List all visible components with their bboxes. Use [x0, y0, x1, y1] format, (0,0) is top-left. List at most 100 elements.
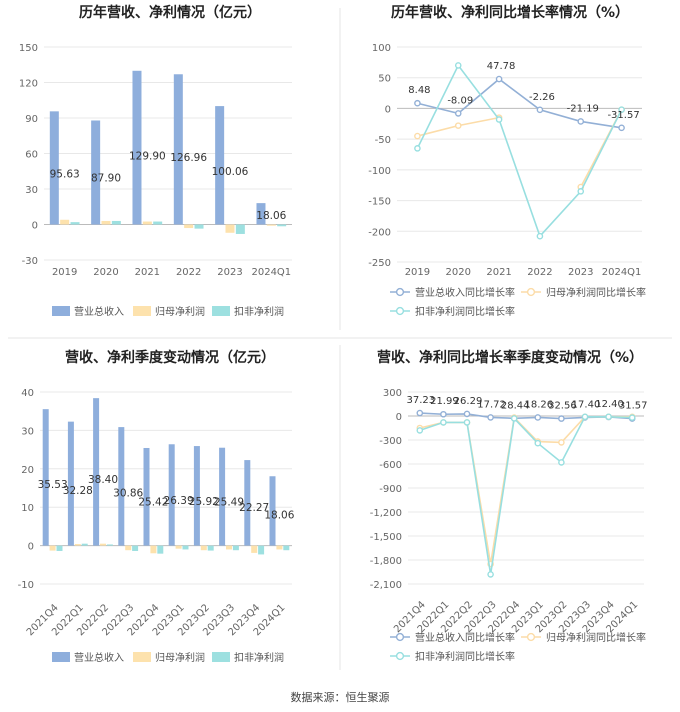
- chart-title: 历年营收、净利同比增长率情况（%）: [391, 4, 629, 21]
- bar-1: [219, 447, 226, 546]
- x-tick-label: 2024Q1: [251, 267, 291, 278]
- series-point-1: [440, 410, 447, 418]
- data-label: 12.40: [595, 399, 624, 410]
- legend-label: 营业总收入同比增长率: [415, 286, 515, 299]
- data-source-note: 数据来源：恒生聚源: [290, 691, 390, 704]
- bar-3: [81, 543, 88, 546]
- legend-label: 扣非净利润: [234, 651, 284, 664]
- data-label: 26.29: [454, 396, 483, 407]
- bar-2: [266, 224, 276, 226]
- series-point-3: [440, 419, 447, 426]
- y-tick-label: 120: [19, 79, 38, 90]
- series-point-1: [618, 124, 625, 132]
- bar-3: [111, 220, 121, 225]
- y-tick-label: -1,800: [370, 556, 402, 567]
- y-tick-label: -200: [368, 227, 391, 238]
- y-tick-label: -1,200: [370, 508, 402, 519]
- y-tick-label: -900: [379, 484, 402, 495]
- y-tick-label: 90: [25, 114, 38, 125]
- bar-1: [93, 398, 100, 546]
- series-point-1: [416, 409, 424, 417]
- bar-3: [157, 545, 164, 554]
- bar-3: [106, 544, 113, 546]
- bar-2: [60, 219, 70, 225]
- y-tick-label: 100: [372, 43, 391, 54]
- series-point-3: [618, 106, 625, 113]
- data-label: 25.92: [189, 496, 219, 508]
- bar-3: [277, 224, 287, 227]
- data-label: 17.72: [477, 399, 506, 410]
- data-label: 17.40: [572, 399, 601, 410]
- y-tick-label: -100: [368, 166, 391, 177]
- y-tick-label: 10: [21, 503, 34, 514]
- y-tick-label: 30: [25, 185, 38, 196]
- bar-1: [132, 70, 142, 225]
- data-label: 32.56: [548, 401, 577, 412]
- bar-1: [256, 203, 266, 225]
- bar-1: [269, 476, 276, 546]
- bar-2: [200, 545, 207, 551]
- y-tick-label: 60: [25, 150, 38, 161]
- data-label: -2.26: [529, 92, 555, 103]
- legend-swatch-3: [212, 652, 230, 662]
- x-tick-label: 2024Q1: [602, 267, 642, 278]
- legend-marker-2: [526, 287, 536, 297]
- legend-label: 营业总收入同比增长率: [415, 631, 515, 644]
- data-label: 126.96: [170, 152, 207, 164]
- x-tick-label: 2019: [405, 267, 430, 278]
- bar-1: [168, 444, 175, 546]
- legend-marker-2: [526, 632, 536, 642]
- chart-title: 营收、净利季度变动情况（亿元）: [65, 349, 275, 366]
- y-tick-label: -1,500: [370, 532, 402, 543]
- y-tick-label: -250: [368, 258, 391, 269]
- legend-label: 归母净利润: [155, 305, 205, 318]
- x-tick-label: 2019: [52, 267, 77, 278]
- x-tick-label: 2022: [527, 267, 552, 278]
- legend-swatch-2: [133, 652, 151, 662]
- bar-3: [132, 545, 139, 551]
- series-point-3: [414, 145, 421, 152]
- series-line-3: [419, 415, 633, 575]
- legend-label: 扣非净利润同比增长率: [415, 305, 515, 318]
- bar-1: [49, 111, 59, 225]
- data-label: 18.06: [256, 210, 286, 222]
- y-tick-label: 20: [21, 465, 34, 476]
- data-label: 129.90: [129, 150, 166, 162]
- x-tick-label: 2020: [446, 267, 471, 278]
- bar-2: [150, 545, 157, 554]
- bar-2: [125, 545, 132, 551]
- x-tick-label: 2023: [568, 267, 593, 278]
- series-point-1: [414, 99, 421, 107]
- legend-marker-3: [395, 306, 405, 316]
- bar-1: [193, 446, 200, 546]
- series-point-1: [558, 415, 565, 422]
- legend-label: 营业总收入: [74, 651, 124, 664]
- legend-label: 扣非净利润: [234, 305, 284, 318]
- legend-swatch-2: [133, 306, 151, 316]
- y-tick-label: 0: [385, 104, 391, 115]
- bar-1: [143, 447, 150, 546]
- bar-1: [118, 427, 125, 546]
- bar-2: [142, 221, 152, 225]
- series-point-3: [581, 413, 589, 421]
- bar-2: [226, 545, 232, 550]
- series-point-1: [495, 75, 503, 83]
- y-tick-label: -50: [375, 135, 391, 146]
- series-point-3: [536, 232, 544, 240]
- y-tick-label: 40: [21, 388, 34, 399]
- bar-3: [153, 221, 163, 225]
- chart-title: 营收、净利同比增长率季度变动情况（%）: [377, 349, 643, 366]
- series-point-3: [510, 415, 518, 422]
- data-label: 37.23: [406, 395, 435, 406]
- series-point-3: [605, 413, 612, 421]
- bar-2: [276, 545, 283, 550]
- data-label: 95.63: [50, 169, 80, 181]
- data-label: 8.48: [408, 85, 430, 96]
- series-point-2: [454, 122, 462, 129]
- bar-1: [67, 421, 74, 546]
- x-tick-label: 2020: [93, 267, 118, 278]
- data-label: 38.40: [88, 474, 118, 486]
- legend-label: 扣非净利润同比增长率: [415, 650, 515, 663]
- y-tick-label: 150: [19, 43, 38, 54]
- series-point-1: [534, 414, 542, 421]
